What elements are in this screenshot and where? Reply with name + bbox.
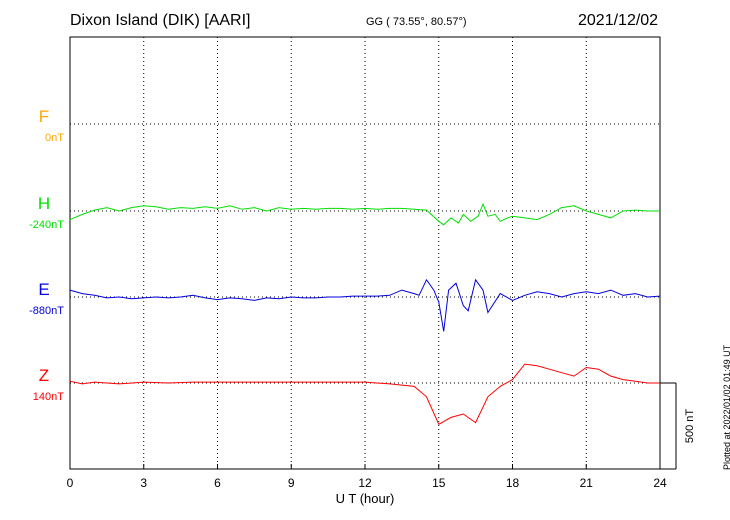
station-coordinates: GG ( 73.55°, 80.57°)	[366, 16, 467, 28]
series-offset-z: 140nT	[33, 391, 64, 403]
x-tick-label: 9	[288, 476, 295, 490]
x-tick-label: 3	[140, 476, 147, 490]
x-tick-label: 15	[432, 476, 446, 490]
series-line-z	[69, 363, 660, 426]
chart-date: 2021/12/02	[578, 12, 659, 29]
plotted-timestamp: Plotted at 2022/01/02 01:49 UT	[722, 344, 730, 470]
series-offset-h: -240nT	[29, 219, 64, 231]
scale-bar: 500 nT	[660, 382, 696, 470]
series-offset-f: 0nT	[45, 132, 64, 144]
series-label-h: H	[38, 194, 50, 213]
series-line-e	[69, 278, 661, 332]
x-tick-label: 0	[67, 476, 74, 490]
x-axis-label: U T (hour)	[336, 491, 395, 506]
x-tick-label: 24	[653, 476, 667, 490]
series-label-e: E	[38, 280, 49, 299]
scale-bar-label: 500 nT	[684, 409, 696, 444]
chart-title: Dixon Island (DIK) [AARI]	[70, 12, 251, 29]
x-tick-label: 21	[580, 476, 594, 490]
series-labels: F 0nT H -240nT E -880nT Z 140nT	[29, 107, 64, 403]
x-tick-label: 18	[506, 476, 520, 490]
x-tick-label: 12	[358, 476, 372, 490]
series-label-f: F	[39, 107, 49, 126]
x-axis: 0 3 6 9 12 15 18 21 24 U T (hour)	[67, 464, 667, 506]
series-offset-e: -880nT	[29, 305, 64, 317]
grid	[143, 37, 587, 469]
series-line-h	[69, 202, 660, 226]
series-label-z: Z	[39, 366, 49, 385]
x-tick-label: 6	[214, 476, 221, 490]
series-lines	[69, 202, 661, 426]
